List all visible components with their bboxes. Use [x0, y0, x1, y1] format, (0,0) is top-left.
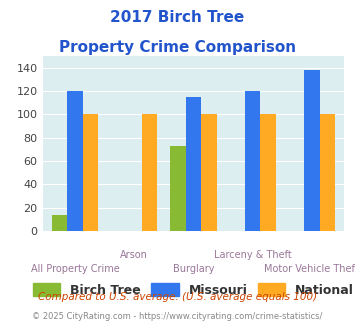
Legend: Birch Tree, Missouri, National: Birch Tree, Missouri, National: [28, 278, 355, 302]
Bar: [67, 91, 83, 231]
Text: 2017 Birch Tree: 2017 Birch Tree: [110, 10, 245, 25]
Text: Burglary: Burglary: [173, 264, 214, 274]
Text: Motor Vehicle Theft: Motor Vehicle Theft: [264, 264, 355, 274]
Text: Compared to U.S. average. (U.S. average equals 100): Compared to U.S. average. (U.S. average …: [38, 292, 317, 302]
Bar: [304, 70, 320, 231]
Text: Arson: Arson: [120, 250, 148, 260]
Bar: [320, 115, 335, 231]
Bar: [142, 115, 157, 231]
Text: Property Crime Comparison: Property Crime Comparison: [59, 40, 296, 54]
Bar: [260, 115, 276, 231]
Text: Larceny & Theft: Larceny & Theft: [214, 250, 291, 260]
Bar: [170, 146, 186, 231]
Bar: [83, 115, 98, 231]
Text: © 2025 CityRating.com - https://www.cityrating.com/crime-statistics/: © 2025 CityRating.com - https://www.city…: [32, 312, 323, 321]
Bar: [245, 91, 260, 231]
Bar: [186, 97, 201, 231]
Bar: [201, 115, 217, 231]
Bar: [52, 215, 67, 231]
Text: All Property Crime: All Property Crime: [31, 264, 120, 274]
